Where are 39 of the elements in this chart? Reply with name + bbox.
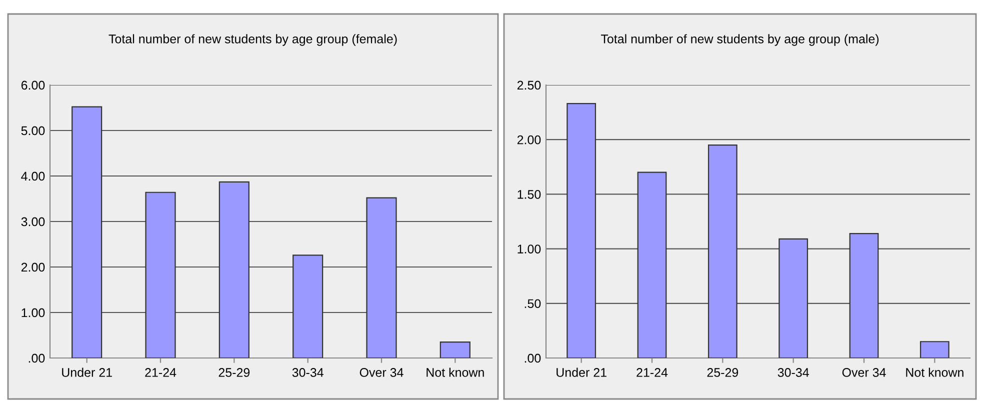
bar	[440, 342, 470, 358]
chart-title: Total number of new students by age group (male)	[600, 34, 879, 46]
bar	[292, 254, 324, 358]
bar	[778, 238, 808, 358]
y-tick-label: 2.00	[517, 135, 541, 144]
x-tick-label: Under 21	[556, 368, 606, 377]
bar	[145, 192, 176, 358]
bar	[366, 197, 397, 358]
bar	[566, 103, 596, 358]
y-tick-label: 1.00	[518, 244, 541, 254]
bar	[920, 341, 950, 358]
x-tick-label: Not known	[906, 368, 964, 377]
x-tick-label: 25-29	[218, 368, 250, 377]
x-tick-label: 25-29	[707, 368, 738, 377]
x-tick-label: 21-24	[145, 368, 176, 377]
y-tick-label: 1.00	[22, 308, 45, 318]
bar	[218, 181, 250, 358]
y-tick-label: 4.00	[21, 172, 45, 181]
y-tick-label: 1.50	[518, 190, 541, 199]
x-tick-label: 30-34	[292, 368, 324, 377]
y-tick-label: 6.00	[21, 80, 45, 90]
y-tick-label: .00	[524, 354, 541, 363]
bar	[849, 232, 879, 358]
x-tick-label: Under 21	[62, 368, 112, 377]
y-tick-label: .50	[524, 299, 541, 308]
x-tick-label: 21-24	[636, 368, 668, 377]
y-tick-label: 3.00	[21, 217, 45, 226]
y-tick-label: 5.00	[21, 126, 45, 136]
bar	[72, 106, 102, 358]
chart-title: Total number of new students by age group (female)	[108, 34, 397, 46]
bar	[637, 172, 667, 358]
y-tick-label: 2.50	[517, 80, 541, 90]
y-tick-label: 2.00	[21, 262, 45, 272]
x-tick-label: Over 34	[842, 368, 886, 377]
y-tick-label: .00	[28, 354, 45, 363]
x-tick-label: 30-34	[778, 368, 809, 377]
x-tick-label: Not known	[426, 368, 484, 377]
bar	[708, 144, 738, 358]
x-tick-label: Over 34	[360, 368, 404, 377]
